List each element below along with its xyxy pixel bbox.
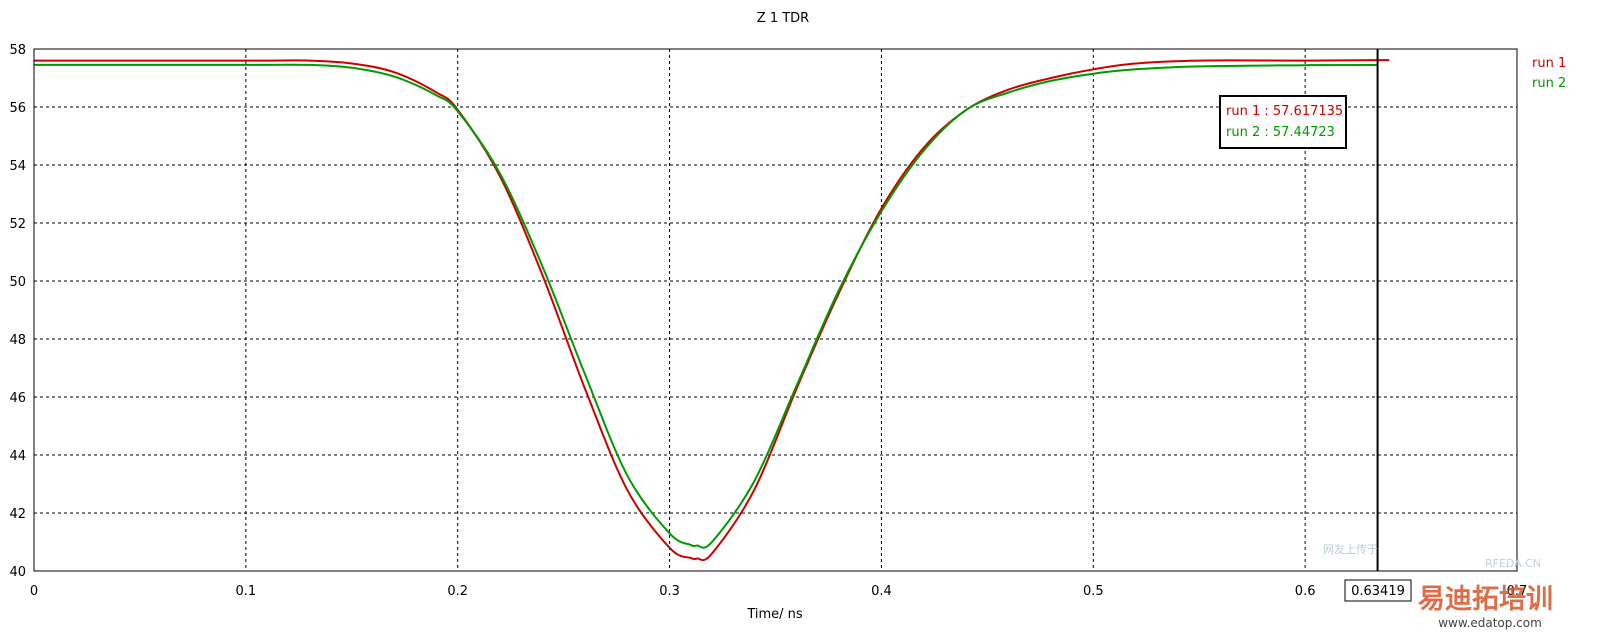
y-tick-label: 40 bbox=[9, 565, 26, 580]
y-tick-label: 44 bbox=[9, 449, 26, 464]
y-tick-label: 46 bbox=[9, 391, 26, 406]
plot-frame bbox=[33, 48, 1518, 572]
y-tick-label: 50 bbox=[9, 275, 26, 290]
x-axis-label: Time/ ns bbox=[746, 607, 803, 622]
x-tick-label: 0.2 bbox=[447, 584, 468, 599]
y-tick-label: 56 bbox=[9, 101, 26, 116]
y-axis-ticks: 40 42 44 46 48 50 52 54 56 58 bbox=[9, 43, 26, 580]
x-tick-label: 0.3 bbox=[659, 584, 680, 599]
y-tick-label: 54 bbox=[9, 159, 26, 174]
legend-entry: run 1 bbox=[1532, 56, 1566, 71]
watermark-slogan: 网友上传于 bbox=[1323, 542, 1378, 556]
series-line-2 bbox=[34, 63, 1378, 549]
series-lines bbox=[33, 59, 1390, 562]
legend: run 1 run 2 bbox=[1532, 56, 1566, 91]
x-tick-label: 0.7 bbox=[1507, 584, 1528, 599]
cursor-readout-value: run 1 : 57.617135 bbox=[1226, 104, 1343, 119]
cursor-x-label-box: 0.63419 bbox=[1344, 579, 1412, 602]
cursor-x-label: 0.63419 bbox=[1351, 584, 1405, 599]
y-tick-label: 48 bbox=[9, 333, 26, 348]
series-line-1 bbox=[33, 59, 1390, 562]
x-tick-label: 0.1 bbox=[236, 584, 257, 599]
cursor-readout-value: run 2 : 57.44723 bbox=[1226, 125, 1335, 140]
watermark-text: 易迪拓培训 bbox=[1418, 584, 1553, 615]
x-tick-label: 0.4 bbox=[871, 584, 892, 599]
y-tick-label: 58 bbox=[9, 43, 26, 58]
x-tick-label: 0.5 bbox=[1083, 584, 1104, 599]
legend-entry: run 2 bbox=[1532, 76, 1566, 91]
x-tick-label: 0.6 bbox=[1295, 584, 1316, 599]
y-tick-label: 52 bbox=[9, 217, 26, 232]
y-tick-label: 42 bbox=[9, 507, 26, 522]
watermark-url: www.edatop.com bbox=[1438, 616, 1542, 630]
x-axis-ticks: 0 0.1 0.2 0.3 0.4 0.5 0.6 0.7 bbox=[30, 584, 1527, 599]
watermark: 网友上传于 RFEDA.CN 易迪拓培训 www.edatop.com bbox=[1323, 542, 1553, 630]
cursor-readout-box: run 1 : 57.617135 run 2 : 57.44723 bbox=[1219, 95, 1347, 149]
x-tick-label: 0 bbox=[30, 584, 38, 599]
chart-title: Z 1 TDR bbox=[757, 11, 809, 26]
grid bbox=[34, 49, 1517, 571]
watermark-mark: RFEDA.CN bbox=[1485, 557, 1541, 570]
